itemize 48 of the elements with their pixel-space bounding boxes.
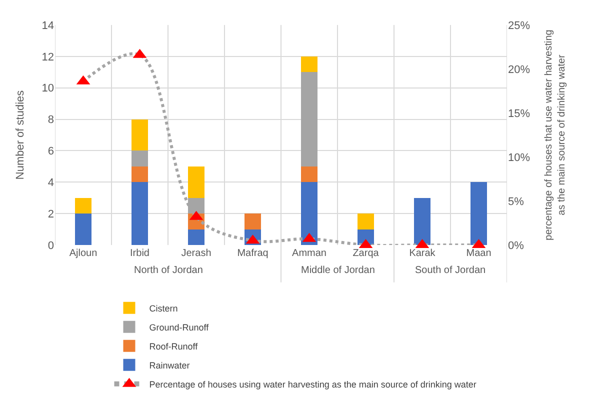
x-tick-label: Mafraq [237, 248, 268, 259]
text: Middle of Jordan [301, 265, 375, 276]
bar [414, 198, 431, 245]
y2-tick-label: 10% [508, 152, 530, 164]
bar [300, 72, 318, 166]
y2-tick-label: 0% [508, 240, 524, 252]
text: North of Jordan [134, 265, 203, 276]
y-axis-title: Number of studies [14, 90, 26, 180]
bar [357, 214, 374, 230]
legend-label: Ground-Runoff [149, 322, 210, 332]
y-tick-label: 14 [42, 20, 54, 32]
y-tick-label: 10 [42, 82, 54, 95]
x-tick-label: Amman [292, 248, 326, 259]
bar [188, 166, 205, 198]
bar [74, 198, 92, 214]
y2-axis-title: percentage of houses that use water harvesting as the main source of drinking water [544, 30, 568, 240]
y2-tick-label: 5% [508, 196, 524, 208]
bar [300, 56, 318, 72]
bar [131, 166, 148, 182]
legend-label: Cistern [149, 303, 178, 314]
x-tick-label: Zarqa [352, 248, 380, 259]
legend-label: Percentage of houses using water harvesting as the main source of drinking water [149, 379, 476, 390]
y2-tick-label: 20% [508, 64, 530, 76]
bar [131, 182, 148, 245]
y-tick-label: 8 [48, 114, 54, 126]
bar [131, 119, 148, 151]
bar [244, 214, 262, 230]
y-tick-label: 12 [42, 51, 54, 64]
bar [74, 214, 92, 245]
x-tick-label: Karak [409, 248, 436, 259]
y2-tick-label: 15% [508, 108, 530, 120]
x-tick-label: Jerash [181, 248, 212, 259]
bar [300, 166, 318, 182]
x-tick-label: Maan [466, 248, 492, 259]
legend-label: Roof-Runoff [149, 341, 198, 352]
bar [300, 182, 318, 245]
y-tick-label: 4 [48, 176, 54, 189]
legend-label: Rainwater [149, 360, 190, 370]
y-tick-label: 0 [48, 240, 54, 252]
y-tick-label: 2 [48, 208, 54, 220]
bar [470, 182, 488, 245]
y-tick-label: 6 [48, 146, 54, 158]
x-tick-label: Irbid [130, 248, 150, 259]
bar [131, 150, 148, 166]
x-tick-label: Ajloun [69, 248, 98, 259]
y2-tick-label: 25% [508, 20, 530, 32]
bar [188, 229, 205, 245]
text: South of Jordan [415, 265, 486, 276]
